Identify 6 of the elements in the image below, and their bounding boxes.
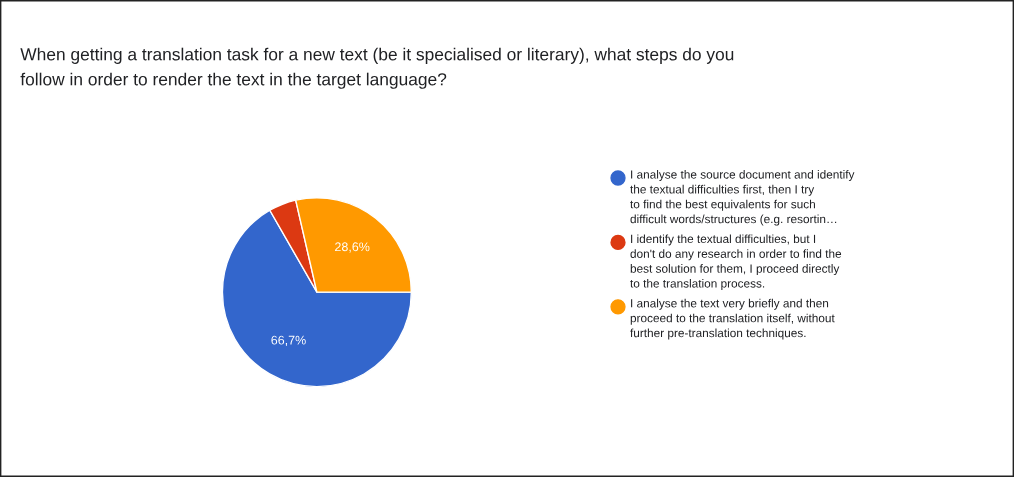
chart-title: When getting a translation task for a new text (be it specialised or literary), what steps do you follow in order to render the text in the target language? — [20, 47, 734, 89]
data-label: 28,6% — [335, 242, 370, 253]
data-label: 66,7% — [271, 335, 306, 347]
legend-label: I analyse the text very briefly and then proceed to the translation itself, without further pre-translation techniques. — [630, 298, 835, 340]
legend-label: I identify the textual difficulties, but I don't do any research in order to find the best solution for them, I proceed directly to the translation process. — [630, 234, 842, 290]
legend-label: I analyse the source document and identify the textual difficulties first, then I try to find the best equivalents for such difficult words/structures (e.g. resortin… — [630, 170, 855, 226]
